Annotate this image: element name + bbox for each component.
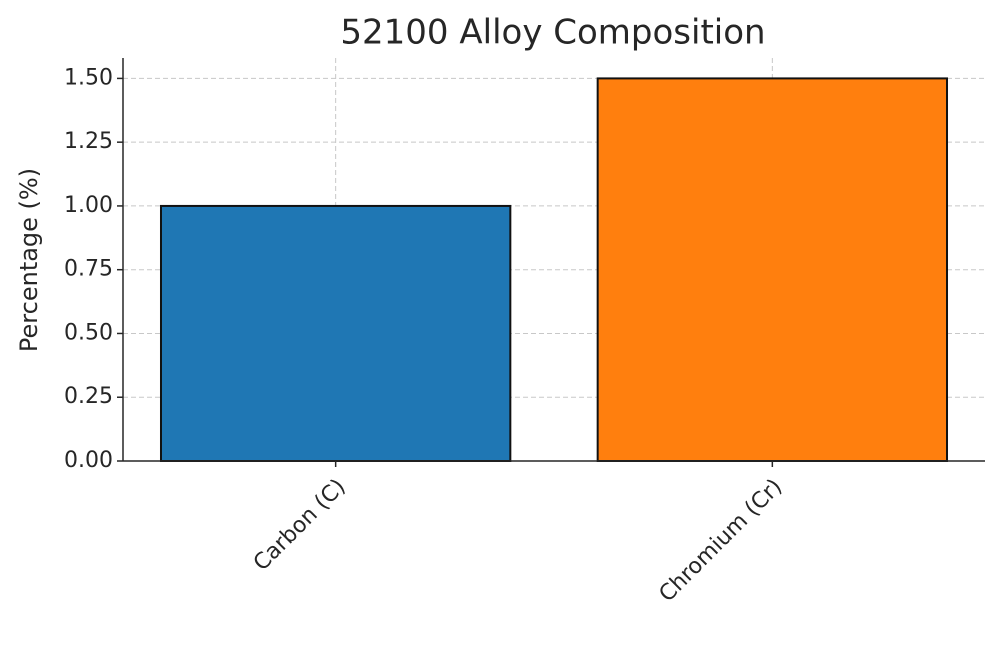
x-tick-label: Carbon (C) (249, 474, 351, 576)
y-tick-label: 0.25 (64, 384, 113, 409)
bar (159, 204, 512, 462)
y-axis-label: Percentage (%) (15, 168, 43, 352)
y-tick-label: 0.75 (64, 257, 113, 282)
y-tick-label: 0.00 (64, 448, 113, 473)
y-tick-label: 0.50 (64, 320, 113, 345)
y-tick-label: 1.50 (64, 65, 113, 90)
y-tick-label: 1.00 (64, 193, 113, 218)
bar (596, 77, 949, 462)
y-tick-label: 1.25 (64, 129, 113, 154)
chart-title: 52100 Alloy Composition (340, 13, 765, 53)
x-tick-label: Chromium (Cr) (655, 474, 788, 607)
